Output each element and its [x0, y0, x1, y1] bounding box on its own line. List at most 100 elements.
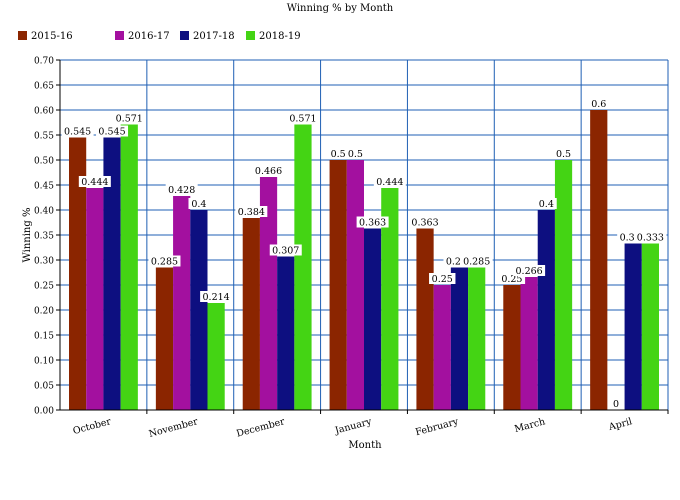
data-label: 0 — [613, 399, 619, 410]
data-label: 0.5 — [556, 149, 571, 160]
data-label: 0.25 — [501, 274, 522, 285]
bar-2015-16-November — [155, 267, 174, 410]
data-label-bg — [188, 198, 210, 209]
data-label: 0.266 — [516, 266, 543, 277]
bar-2015-16-January — [329, 160, 347, 410]
data-label-bg — [61, 125, 94, 137]
data-label: 0.363 — [359, 218, 386, 229]
y-tick-label: 0.45 — [34, 182, 54, 192]
bar-2017-18-February — [450, 267, 469, 410]
data-label-bg — [235, 206, 268, 217]
bar-2017-18-January — [364, 228, 382, 410]
bar-2018-19-December — [294, 124, 312, 410]
x-tick-label: October — [72, 416, 113, 437]
data-label-bg — [634, 231, 667, 243]
bar-2017-18-March — [537, 210, 555, 410]
data-label-bg — [78, 176, 111, 187]
data-labels: 0.545 0.285 0.384 0.5 0.363 0.25 0.6 0.444 0.428… — [61, 98, 667, 410]
bar-2018-19-April — [641, 243, 659, 410]
data-label: 0.285 — [446, 257, 473, 268]
data-label-bg — [269, 244, 302, 256]
x-tick-label: March — [513, 416, 546, 435]
data-label-bg — [513, 265, 546, 276]
data-label-bg — [373, 176, 406, 187]
x-tick-label: April — [607, 416, 634, 433]
data-label: 0.571 — [289, 114, 316, 125]
bar-2017-18-April — [624, 243, 642, 410]
bar-2018-19-January — [381, 188, 399, 410]
data-label: 0.333 — [637, 233, 664, 244]
data-label-bg — [356, 216, 389, 228]
data-label: 0.307 — [272, 246, 299, 257]
legend-swatch — [18, 31, 27, 40]
data-label-bg — [344, 148, 366, 159]
data-label: 0.214 — [203, 292, 230, 303]
bar-2015-16-February — [416, 228, 434, 410]
legend-label: 2016-17 — [128, 31, 170, 42]
data-label-bg — [148, 255, 181, 267]
data-label: 0.285 — [151, 257, 178, 268]
y-tick-label: 0.35 — [34, 232, 54, 242]
bar-2015-16-March — [503, 285, 521, 410]
y-axis-ticks: 0.00 0.05 0.10 0.15 0.20 0.25 0.30 0.35 0.40 0.45… — [34, 57, 60, 417]
data-label-bg — [460, 255, 493, 267]
data-label: 0.285 — [463, 257, 490, 268]
data-label: 0.6 — [591, 99, 606, 110]
y-tick-label: 0.55 — [34, 132, 54, 142]
y-axis-label: Winning % — [22, 208, 33, 263]
x-tick-label: February — [414, 416, 460, 438]
data-label-bg — [327, 148, 349, 159]
data-label-bg — [617, 231, 650, 243]
bar-2017-18-December — [277, 256, 295, 410]
data-label-bg — [498, 273, 526, 284]
y-tick-label: 0.30 — [34, 257, 54, 267]
bar-2015-16-December — [242, 218, 260, 410]
bar-2016-17-October — [86, 188, 104, 410]
data-label-bg — [113, 112, 146, 124]
y-tick-label: 0.40 — [34, 207, 54, 217]
legend-swatch — [180, 31, 189, 40]
x-axis-ticks: October November December January February Ma… — [72, 410, 669, 440]
data-label: 0.5 — [348, 149, 363, 160]
data-label: 0.25 — [432, 274, 453, 285]
x-axis-label: Month — [348, 440, 382, 451]
data-label-bg — [553, 148, 574, 159]
bar-2015-16-October — [69, 137, 87, 410]
data-label-bg — [200, 291, 233, 302]
legend-label: 2017-18 — [193, 31, 235, 42]
data-label-bg — [252, 165, 285, 176]
data-label: 0.5 — [331, 149, 346, 160]
legend-swatch — [115, 31, 124, 40]
y-tick-label: 0.10 — [34, 357, 54, 367]
x-tick-label: November — [148, 416, 200, 440]
y-tick-label: 0.15 — [34, 332, 54, 342]
legend-label: 2015-16 — [31, 31, 73, 42]
bar-2018-19-February — [468, 267, 486, 410]
data-label: 0.428 — [168, 185, 195, 196]
y-tick-label: 0.05 — [34, 382, 54, 392]
bar-2016-17-December — [259, 177, 278, 410]
y-tick-label: 0.20 — [34, 307, 54, 317]
data-label: 0.545 — [64, 127, 91, 138]
data-label: 0.4 — [539, 199, 554, 210]
y-tick-label: 0.50 — [34, 157, 54, 167]
data-label-bg — [286, 112, 319, 124]
data-label: 0.466 — [255, 166, 282, 177]
y-tick-label: 0.00 — [34, 407, 54, 417]
bar-2018-19-March — [554, 160, 573, 410]
data-label: 0.333 — [620, 233, 647, 244]
data-label: 0.363 — [411, 218, 438, 229]
bar-2016-17-January — [346, 160, 364, 410]
y-tick-label: 0.65 — [34, 82, 54, 92]
bar-2016-17-November — [173, 196, 191, 410]
bars — [69, 110, 659, 410]
data-label-bg — [429, 273, 456, 284]
bar-2018-19-October — [120, 124, 138, 410]
data-label-bg — [165, 184, 198, 195]
y-tick-label: 0.70 — [34, 57, 54, 67]
bar-2015-16-April — [590, 110, 608, 410]
data-label-bg — [96, 125, 129, 137]
data-label: 0.4 — [191, 199, 206, 210]
